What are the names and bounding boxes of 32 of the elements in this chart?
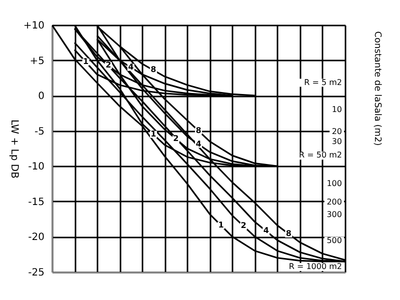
y-tick-label: -15 <box>28 196 44 208</box>
y-tick-label: -10 <box>28 162 44 173</box>
series-label: 4 <box>263 226 270 236</box>
annotation: 200 <box>326 198 342 207</box>
annotation: 100 <box>326 179 342 188</box>
series-label: 8 <box>196 126 202 135</box>
annotation: 10 <box>332 104 342 114</box>
series-label: 4 <box>128 62 134 72</box>
y-tick-label: -20 <box>28 232 44 244</box>
series-label: 8 <box>286 228 292 238</box>
annotation: R = 50 m2 <box>299 150 342 160</box>
annotation: R = 5 m2 <box>304 78 342 87</box>
series-label: 1 <box>150 129 157 138</box>
y-tick-label: +5 <box>30 56 44 67</box>
y-axis-title: LW + Lp DB <box>8 120 20 179</box>
y-tick-label: -25 <box>28 268 44 278</box>
series-label: 1 <box>218 220 224 230</box>
y2-axis-title: Constante de laSala (m2) <box>372 31 382 146</box>
y-tick-label: -5 <box>34 126 44 138</box>
series-label: 2 <box>240 221 246 230</box>
series-label: 1 <box>83 57 90 66</box>
y-tick-label: +10 <box>23 20 44 32</box>
series-label: 2 <box>173 134 179 143</box>
series-label: 4 <box>196 139 202 148</box>
series-label: 2 <box>106 60 112 70</box>
annotation: 30 <box>332 137 342 146</box>
y-tick-label: 0 <box>38 91 44 102</box>
series-label: 8 <box>150 65 157 74</box>
annotation: R = 1000 m2 <box>288 262 342 272</box>
annotation: 500 <box>326 236 342 245</box>
annotation: 20 <box>332 127 342 136</box>
annotation: 300 <box>326 210 342 219</box>
